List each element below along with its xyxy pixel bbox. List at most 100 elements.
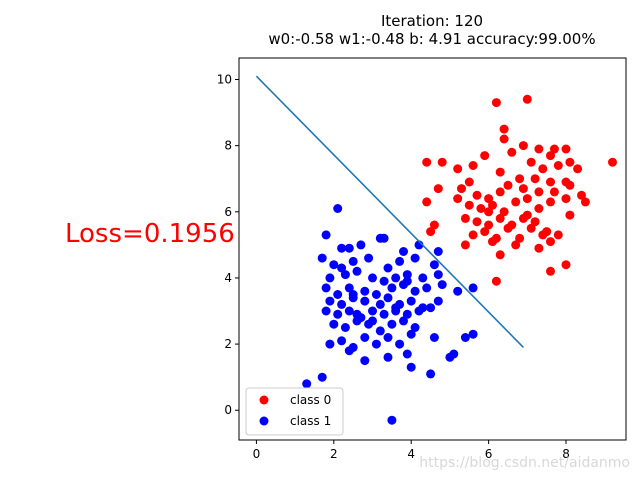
scatter-point-class-0-79 xyxy=(484,207,494,217)
scatter-point-class-0-9 xyxy=(422,157,432,167)
scatter-point-class-0-4 xyxy=(499,134,509,144)
scatter-point-class-1-16 xyxy=(410,253,420,263)
scatter-point-class-0-22 xyxy=(530,174,540,184)
scatter-point-class-1-6 xyxy=(399,247,408,256)
scatter-point-class-0-2 xyxy=(499,124,509,134)
scatter-point-class-1-21 xyxy=(368,273,377,283)
scatter-point-class-1-66 xyxy=(410,323,420,332)
scatter-point-class-1-12 xyxy=(348,256,358,266)
scatter-point-class-1-13 xyxy=(364,253,374,263)
scatter-point-class-0-50 xyxy=(460,213,470,223)
scatter-point-class-0-61 xyxy=(468,230,478,240)
scatter-point-class-1-3 xyxy=(379,233,389,243)
scatter-point-class-1-93 xyxy=(348,290,358,299)
scatter-point-class-1-9 xyxy=(317,253,327,263)
scatter-point-class-1-11 xyxy=(337,263,347,273)
scatter-point-class-1-80 xyxy=(383,352,393,362)
scatter-point-class-0-7 xyxy=(561,144,571,154)
scatter-point-class-0-11 xyxy=(453,164,463,174)
scatter-point-class-1-57 xyxy=(414,306,424,316)
scatter-point-class-1-65 xyxy=(399,316,408,326)
scatter-point-class-0-58 xyxy=(553,230,563,240)
scatter-point-class-1-89 xyxy=(352,309,362,319)
scatter-point-class-1-53 xyxy=(368,306,377,316)
scatter-point-class-1-0 xyxy=(333,204,343,213)
scatter-point-class-1-29 xyxy=(344,283,354,293)
x-tick-label-8: 8 xyxy=(562,447,570,461)
watermark: https://blog.csdn.net/aidanmo xyxy=(419,455,630,471)
scatter-point-class-0-34 xyxy=(549,187,559,197)
scatter-point-class-1-64 xyxy=(387,319,397,329)
scatter-point-class-1-5 xyxy=(356,240,366,250)
scatter-point-class-0-45 xyxy=(522,194,532,204)
scatter-point-class-0-42 xyxy=(488,200,497,210)
y-tick-label-4: 4 xyxy=(224,271,232,285)
scatter-point-class-0-77 xyxy=(491,276,501,286)
scatter-point-class-1-84 xyxy=(406,362,416,372)
legend-box xyxy=(245,387,344,436)
scatter-point-class-1-72 xyxy=(383,333,393,342)
scatter-point-class-1-26 xyxy=(433,270,443,280)
scatter-point-class-1-1 xyxy=(321,230,331,240)
scatter-point-class-1-23 xyxy=(391,273,401,283)
scatter-point-class-1-91 xyxy=(391,306,401,316)
scatter-point-class-1-71 xyxy=(371,339,381,349)
scatter-point-class-1-63 xyxy=(375,326,385,336)
plot-frame xyxy=(238,57,627,441)
scatter-point-class-0-30 xyxy=(495,187,505,197)
scatter-point-class-1-15 xyxy=(395,256,405,266)
scatter-point-class-0-6 xyxy=(549,144,559,154)
x-tick-label-4: 4 xyxy=(407,447,415,461)
scatter-point-class-0-32 xyxy=(518,184,528,194)
scatter-point-class-1-22 xyxy=(379,276,389,286)
scatter-point-class-0-17 xyxy=(553,161,563,170)
scatter-point-class-0-29 xyxy=(484,194,494,204)
scatter-point-class-0-59 xyxy=(426,227,436,237)
scatter-point-class-1-36 xyxy=(437,280,447,290)
scatter-point-class-1-43 xyxy=(375,299,385,309)
scatter-point-class-1-25 xyxy=(418,273,428,283)
scatter-point-class-1-75 xyxy=(429,333,439,342)
scatter-point-class-1-17 xyxy=(429,260,439,270)
scatter-point-class-1-85 xyxy=(426,369,436,379)
scatter-point-class-0-60 xyxy=(429,220,439,230)
legend-marker-class-1 xyxy=(259,416,269,426)
scatter-point-class-0-43 xyxy=(499,207,509,217)
scatter-point-class-0-35 xyxy=(565,180,575,190)
scatter-point-class-0-26 xyxy=(464,177,474,187)
y-axis: 0 2 4 6 8 10 xyxy=(217,72,239,417)
scatter-point-class-0-73 xyxy=(534,243,544,253)
scatter-point-class-0-15 xyxy=(526,157,536,167)
scatter-point-class-0-36 xyxy=(577,190,586,200)
scatter-point-class-0-21 xyxy=(515,174,525,184)
scatter-point-class-1-73 xyxy=(395,339,405,349)
scatter-point-class-1-31 xyxy=(371,290,381,299)
scatter-point-class-1-28 xyxy=(333,290,343,299)
legend: class 0 class 1 xyxy=(245,387,344,436)
scatter-point-class-1-81 xyxy=(402,349,412,359)
decision-boundary-line xyxy=(255,75,524,348)
y-tick-label-6: 6 xyxy=(224,205,232,219)
scatter-point-class-0-28 xyxy=(472,190,482,200)
loss-annotation: Loss=0.1956 xyxy=(65,219,235,249)
scatter-point-class-1-18 xyxy=(325,273,335,283)
scatter-point-class-1-32 xyxy=(387,283,397,293)
scatter-point-class-0-66 xyxy=(526,223,536,233)
scatter-point-class-0-48 xyxy=(561,194,571,204)
scatter-point-class-1-50 xyxy=(333,309,343,319)
scatter-point-class-0-1 xyxy=(522,94,532,104)
scatter-point-class-0-10 xyxy=(437,157,447,167)
scatter-point-class-0-74 xyxy=(495,250,505,260)
legend-marker-class-0 xyxy=(259,395,269,405)
scatter-point-class-0-52 xyxy=(484,220,494,230)
scatter-point-class-1-49 xyxy=(321,306,331,316)
scatter-point-class-1-92 xyxy=(337,243,347,253)
scatter-point-class-1-42 xyxy=(360,296,370,306)
scatter-point-class-1-40 xyxy=(337,299,347,309)
scatter-point-class-0-20 xyxy=(495,167,505,177)
scatter-point-class-1-54 xyxy=(379,309,389,319)
scatter-point-class-1-56 xyxy=(402,309,412,319)
scatter-point-class-0-78 xyxy=(522,210,532,220)
scatter-point-class-1-10 xyxy=(329,260,339,270)
scatter-point-class-0-68 xyxy=(546,237,555,247)
